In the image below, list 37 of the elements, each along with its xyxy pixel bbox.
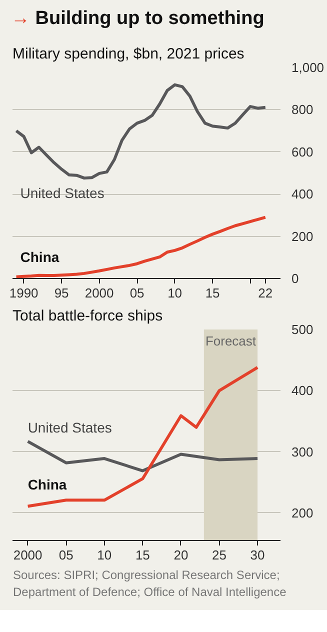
x-tick-label: 10 <box>168 286 182 300</box>
chart-title: → Building up to something <box>11 7 264 31</box>
x-tick-label: 20 <box>174 548 188 562</box>
band-label: Forecast <box>205 334 256 348</box>
source-note: Sources: SIPRI; Congressional Research Service; Department of Defence; Office of Naval Intelligence <box>13 567 288 602</box>
y-tick-label: 400 <box>292 383 314 398</box>
y-tick-label: 800 <box>292 102 314 118</box>
x-tick-label: 95 <box>54 286 69 300</box>
x-tick-label: 1990 <box>9 286 38 300</box>
series-label: United States <box>28 419 112 436</box>
x-tick-label: 10 <box>97 548 112 562</box>
y-tick-label: 200 <box>292 228 314 244</box>
series-label: United States <box>20 184 104 201</box>
y-tick-label: 500 <box>292 322 314 337</box>
series-label: China <box>28 476 67 492</box>
series-label: China <box>20 248 60 265</box>
x-tick-label: 15 <box>205 286 220 300</box>
line-series <box>26 440 260 472</box>
x-tick-label: 30 <box>250 548 265 562</box>
x-tick-label: 15 <box>135 548 150 562</box>
x-tick-label: 25 <box>212 548 226 562</box>
y-tick-label: 400 <box>292 186 314 202</box>
y-tick-label: 300 <box>292 444 314 460</box>
y-tick-label: 600 <box>292 144 314 160</box>
x-tick-label: 2000 <box>84 286 114 300</box>
y-tick-label: 0 <box>292 271 299 286</box>
line-series <box>26 366 260 508</box>
x-tick-label: 2000 <box>13 548 42 562</box>
line-series <box>14 83 267 180</box>
y-tick-label: 1,000 <box>292 60 324 75</box>
chart-title: Total battle-force ships <box>12 308 163 324</box>
line-series <box>14 216 267 278</box>
y-tick-label: 200 <box>292 505 314 520</box>
x-tick-label: 22 <box>258 286 273 300</box>
x-tick-label: 05 <box>58 548 74 562</box>
x-tick-label: 05 <box>130 286 144 300</box>
chart-subtitle: Military spending, $bn, 2021 prices <box>12 46 244 62</box>
